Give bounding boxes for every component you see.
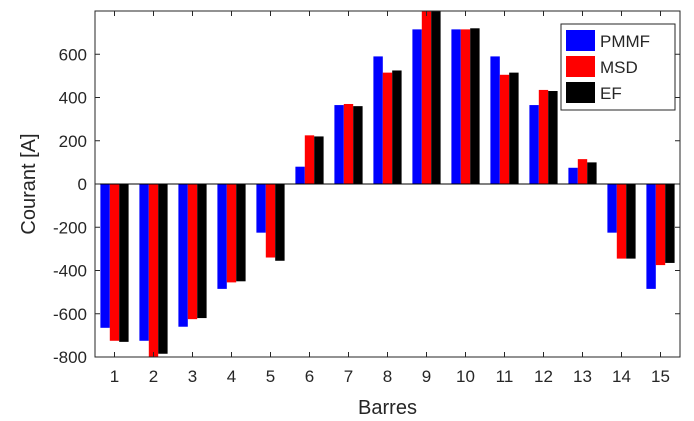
x-tick-label: 4 <box>227 367 236 386</box>
bar-msd-10 <box>460 29 471 184</box>
bar-ef-6 <box>314 136 324 184</box>
legend-label-msd: MSD <box>600 58 638 77</box>
y-tick-label: -400 <box>53 262 87 281</box>
bar-pmmf-2 <box>139 184 149 341</box>
x-tick-label: 9 <box>422 367 431 386</box>
bar-pmmf-4 <box>217 184 227 289</box>
bar-ef-10 <box>470 28 480 184</box>
bar-msd-11 <box>499 74 510 184</box>
bar-msd-8 <box>382 72 393 184</box>
bar-ef-13 <box>587 162 597 185</box>
legend-swatch-msd <box>566 56 595 77</box>
bar-ef-9 <box>431 11 441 184</box>
legend-swatch-ef <box>566 82 595 103</box>
y-tick-label: -200 <box>53 218 87 237</box>
x-tick-label: 15 <box>651 367 670 386</box>
bar-pmmf-8 <box>373 56 383 184</box>
bar-ef-12 <box>548 91 558 184</box>
bar-ef-2 <box>158 184 168 354</box>
y-tick-label: 0 <box>78 175 87 194</box>
bar-msd-14 <box>616 184 627 259</box>
y-tick-label: -600 <box>53 305 87 324</box>
bar-pmmf-12 <box>529 105 539 184</box>
bar-ef-5 <box>275 184 285 261</box>
bar-msd-15 <box>655 184 666 266</box>
bar-msd-4 <box>226 184 237 283</box>
x-tick-label: 3 <box>188 367 197 386</box>
bar-msd-13 <box>577 159 588 184</box>
bar-ef-14 <box>626 184 636 259</box>
bar-pmmf-7 <box>334 105 344 184</box>
x-tick-label: 2 <box>149 367 158 386</box>
legend: PMMF MSD EF <box>560 23 676 111</box>
legend-swatch-pmmf <box>566 30 595 51</box>
x-tick-label: 6 <box>305 367 314 386</box>
x-tick-label: 5 <box>266 367 275 386</box>
bar-ef-7 <box>353 106 363 184</box>
y-tick-label: -800 <box>53 348 87 367</box>
bar-ef-4 <box>236 184 246 282</box>
y-tick-label: 400 <box>59 89 87 108</box>
bar-msd-2 <box>148 184 159 357</box>
bar-pmmf-14 <box>607 184 617 233</box>
bar-ef-15 <box>665 184 675 263</box>
x-tick-label: 1 <box>110 367 119 386</box>
bar-pmmf-10 <box>451 29 461 184</box>
bar-pmmf-5 <box>256 184 266 233</box>
legend-label-ef: EF <box>600 84 622 103</box>
bar-pmmf-3 <box>178 184 188 327</box>
bars-layer <box>100 11 675 357</box>
bar-msd-9 <box>421 11 432 184</box>
bar-pmmf-13 <box>568 167 578 184</box>
bar-pmmf-6 <box>295 166 305 184</box>
legend-label-pmmf: PMMF <box>600 32 650 51</box>
bar-pmmf-11 <box>490 56 500 184</box>
x-tick-label: 14 <box>612 367 631 386</box>
x-tick-label: 11 <box>496 367 514 386</box>
bar-msd-6 <box>304 135 315 184</box>
x-tick-label: 12 <box>534 367 553 386</box>
bar-ef-11 <box>509 72 519 184</box>
bar-pmmf-15 <box>646 184 656 289</box>
bar-ef-8 <box>392 70 402 184</box>
x-tick-label: 8 <box>383 367 392 386</box>
x-tick-label: 13 <box>573 367 592 386</box>
bar-ef-3 <box>197 184 207 319</box>
y-tick-label: 600 <box>59 45 87 64</box>
x-axis-label: Barres <box>358 397 417 419</box>
bar-msd-12 <box>538 89 549 184</box>
bar-msd-5 <box>265 184 276 258</box>
bar-ef-1 <box>119 184 129 342</box>
bar-pmmf-1 <box>100 184 110 328</box>
y-axis-label: Courant [A] <box>18 133 40 234</box>
bar-msd-3 <box>187 184 198 320</box>
bar-msd-7 <box>343 103 354 184</box>
bar-pmmf-9 <box>412 29 422 184</box>
y-tick-label: 200 <box>59 132 87 151</box>
x-tick-label: 10 <box>456 367 475 386</box>
bar-msd-1 <box>109 184 120 341</box>
x-tick-label: 7 <box>344 367 353 386</box>
